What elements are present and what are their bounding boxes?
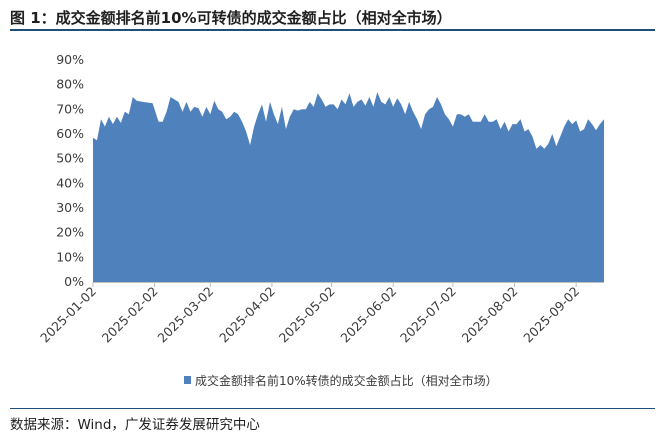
legend-label: 成交金额排名前10%转债的成交金额占比（相对全市场） bbox=[195, 373, 498, 388]
series-area bbox=[93, 92, 604, 282]
legend: 成交金额排名前10%转债的成交金额占比（相对全市场） bbox=[184, 373, 498, 388]
plot-area bbox=[93, 92, 604, 282]
y-tick-label: 40% bbox=[56, 175, 84, 190]
x-tick-label: 2025-09-02 bbox=[520, 284, 582, 346]
x-tick-label: 2025-05-02 bbox=[276, 284, 338, 346]
y-tick-label: 30% bbox=[56, 200, 84, 215]
y-tick-label: 70% bbox=[56, 101, 84, 116]
y-tick-label: 0% bbox=[64, 274, 84, 289]
x-tick-label: 2025-03-02 bbox=[154, 284, 216, 346]
y-tick-label: 80% bbox=[56, 77, 84, 92]
area-chart: 0% 10% 20% 30% 40% 50% 60% 70% 80% 90% 2025-01-02… bbox=[37, 52, 604, 388]
source-note: 数据来源：Wind，广发证券发展研究中心 bbox=[10, 417, 260, 433]
y-tick-label: 60% bbox=[56, 126, 84, 141]
y-axis: 0% 10% 20% 30% 40% 50% 60% 70% 80% 90% bbox=[56, 52, 84, 289]
y-tick-label: 90% bbox=[56, 52, 84, 67]
x-tick-label: 2025-02-02 bbox=[99, 284, 161, 346]
x-tick-label: 2025-08-02 bbox=[459, 284, 521, 346]
x-tick-label: 2025-06-02 bbox=[337, 284, 399, 346]
y-tick-label: 50% bbox=[56, 151, 84, 166]
y-tick-label: 20% bbox=[56, 225, 84, 240]
figure-title: 图 1：成交金额排名前10%可转债的成交金额占比（相对全市场） bbox=[10, 5, 655, 31]
y-tick-label: 10% bbox=[56, 249, 84, 264]
legend-swatch bbox=[184, 376, 191, 384]
footer-divider bbox=[10, 408, 655, 409]
x-tick-label: 2025-01-02 bbox=[37, 284, 99, 346]
x-tick-label: 2025-04-02 bbox=[216, 284, 278, 346]
x-tick-label: 2025-07-02 bbox=[397, 284, 459, 346]
